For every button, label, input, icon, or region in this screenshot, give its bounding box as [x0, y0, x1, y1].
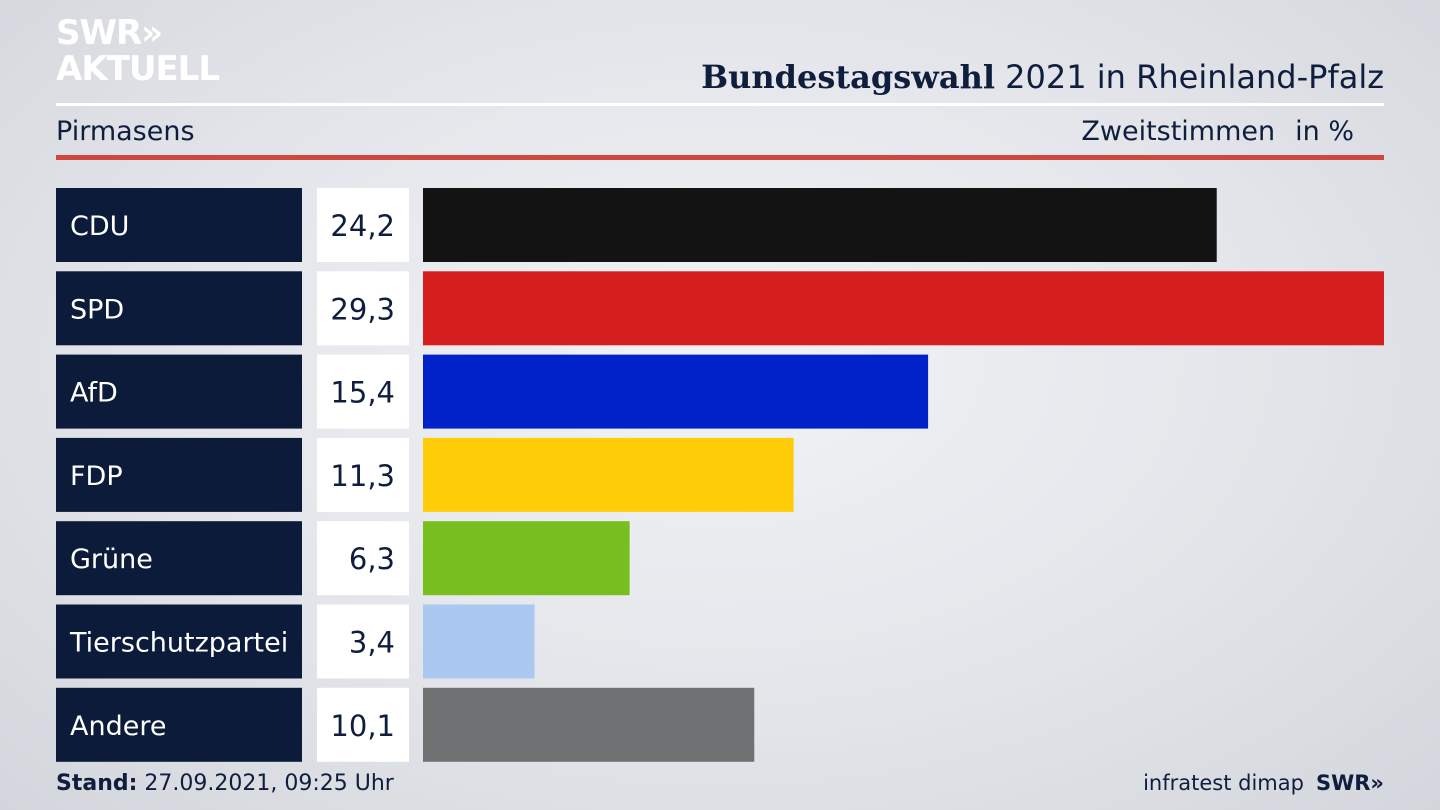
value-box-fdp: [317, 437, 409, 512]
region-label: Pirmasens: [56, 116, 195, 147]
value-label-gr-ne: 6,3: [349, 542, 395, 576]
party-label-andere: Andere: [70, 711, 166, 742]
bar-spd: [423, 271, 1384, 346]
source-label: infratest dimap: [1143, 771, 1304, 795]
value-label-spd: 29,3: [330, 292, 395, 326]
party-label-cdu: CDU: [70, 211, 129, 242]
value-label-fdp: 11,3: [330, 459, 395, 493]
logo-line-2: AKTUELL: [56, 49, 220, 89]
party-label-box-cdu: [56, 188, 302, 262]
source-credit: infratest dimap SWR»: [1143, 771, 1384, 795]
value-box-tierschutzpartei: [317, 604, 409, 679]
party-label-gr-ne: Grüne: [70, 544, 153, 575]
bar-cdu: [423, 188, 1217, 262]
party-label-tierschutzpartei: Tierschutzpartei: [69, 628, 288, 659]
value-box-afd: [317, 354, 409, 429]
chart-title-bold: Bundestagswahl: [701, 58, 995, 96]
swr-aktuell-logo: SWR» AKTUELL: [56, 13, 220, 89]
chart-title-rest: 2021 in Rheinland-Pfalz: [995, 58, 1384, 96]
logo-line-1: SWR»: [56, 13, 163, 53]
measure-header: Zweitstimmen in %: [1081, 116, 1354, 147]
party-label-box-andere: [56, 687, 302, 762]
header-divider: [56, 103, 1384, 106]
unit-label: in %: [1295, 116, 1354, 147]
bar-gr-ne: [423, 521, 630, 596]
value-box-gr-ne: [317, 521, 409, 596]
bar-andere: [423, 687, 755, 762]
value-label-cdu: 24,2: [330, 209, 395, 243]
value-box-cdu: [317, 188, 409, 262]
party-label-box-fdp: [56, 437, 302, 512]
chart-title: Bundestagswahl 2021 in Rheinland-Pfalz: [701, 58, 1384, 96]
bar-tierschutzpartei: [423, 604, 535, 679]
value-label-tierschutzpartei: 3,4: [349, 626, 395, 660]
measure-label: Zweitstimmen: [1081, 116, 1276, 147]
timestamp: Stand: 27.09.2021, 09:25 Uhr: [56, 771, 394, 796]
party-label-box-afd: [56, 354, 302, 429]
party-label-spd: SPD: [70, 294, 124, 325]
party-label-fdp: FDP: [70, 461, 123, 492]
bar-fdp: [423, 437, 794, 512]
timestamp-value: 27.09.2021, 09:25 Uhr: [137, 771, 394, 796]
value-box-spd: [317, 271, 409, 346]
party-label-box-spd: [56, 271, 302, 346]
timestamp-label: Stand:: [56, 771, 138, 796]
value-box-andere: [317, 687, 409, 762]
party-label-box-tierschutzpartei: [56, 604, 302, 679]
accent-divider: [56, 155, 1384, 160]
value-label-andere: 10,1: [330, 709, 395, 743]
party-label-afd: AfD: [70, 378, 118, 409]
party-label-box-gr-ne: [56, 521, 302, 596]
swr-brand-mark: SWR»: [1315, 771, 1384, 795]
value-label-afd: 15,4: [330, 376, 395, 410]
bar-afd: [423, 354, 929, 429]
